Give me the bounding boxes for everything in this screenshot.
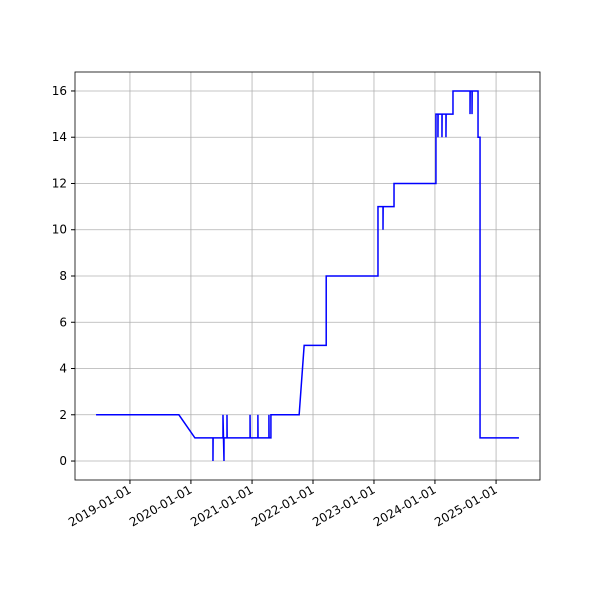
y-tick-label: 2 [59,408,67,422]
y-tick-label: 14 [52,130,67,144]
x-tick-label: 2020-01-01 [127,482,194,529]
y-tick-label: 8 [59,269,67,283]
y-tick-label: 6 [59,315,67,329]
x-tick-label: 2023-01-01 [310,482,377,529]
y-tick-label: 4 [59,362,67,376]
y-tick-label: 0 [59,454,67,468]
x-tick-label: 2019-01-01 [66,482,133,529]
x-tick-label: 2025-01-01 [432,482,499,529]
y-tick-label: 10 [52,223,67,237]
x-tick-label: 2021-01-01 [188,482,255,529]
y-tick-label: 16 [52,84,67,98]
plot-frame [74,71,541,481]
y-tick-label: 12 [52,176,67,190]
data-line [96,90,519,462]
x-tick-label: 2024-01-01 [371,482,438,529]
x-tick-label: 2022-01-01 [249,482,316,529]
